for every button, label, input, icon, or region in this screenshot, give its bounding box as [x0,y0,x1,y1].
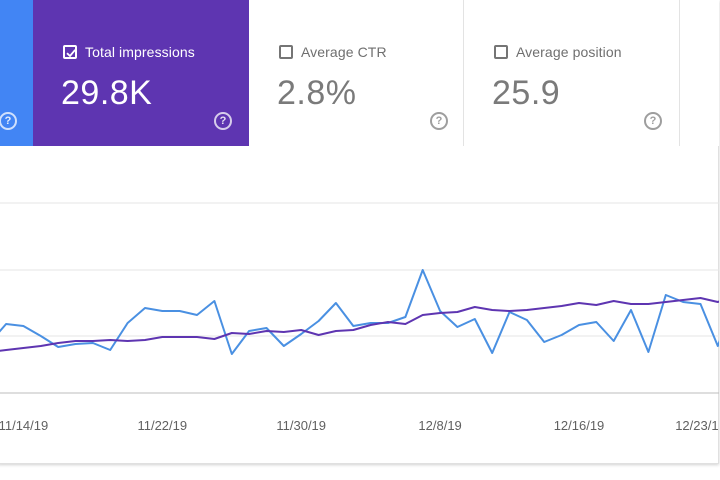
line-chart: 11/14/19 11/22/19 11/30/19 12/8/19 12/16/19 1… [0,202,719,433]
x-tick-label: 12/23/19 [675,418,719,433]
position-label: Average position [516,44,622,60]
x-tick-label: 11/30/19 [276,418,326,433]
x-tick-label: 11/22/19 [137,418,187,433]
average-position-card[interactable]: Average position 25.9 ? [464,0,680,146]
metric-cards: ? Total impressions 29.8K ? Average CTR … [0,0,719,146]
performance-chart: 11/14/19 11/22/19 11/30/19 12/8/19 12/16/19 1… [0,146,719,463]
ctr-checkbox[interactable] [279,45,293,59]
performance-panel: ? Total impressions 29.8K ? Average CTR … [0,0,719,464]
impressions-checkbox[interactable] [63,45,77,59]
card-spacer [680,0,719,146]
total-impressions-card[interactable]: Total impressions 29.8K ? [33,0,249,146]
average-ctr-card[interactable]: Average CTR 2.8% ? [249,0,464,146]
checkmark-icon [66,49,76,58]
x-tick-label: 12/16/19 [554,418,605,433]
help-icon[interactable]: ? [644,112,662,130]
help-icon[interactable]: ? [0,112,17,130]
series-line-clicks[interactable] [0,269,719,355]
ctr-label: Average CTR [301,44,387,60]
position-checkbox[interactable] [494,45,508,59]
impressions-value: 29.8K [61,74,153,112]
help-icon[interactable]: ? [214,112,232,130]
x-tick-label: 12/8/19 [418,418,461,433]
total-clicks-card[interactable]: ? [0,0,33,146]
x-tick-label: 11/14/19 [0,418,48,433]
impressions-label: Total impressions [85,44,195,60]
series-line-impressions[interactable] [0,294,719,356]
help-icon[interactable]: ? [430,112,448,130]
position-value: 25.9 [492,74,561,112]
ctr-value: 2.8% [277,74,357,112]
